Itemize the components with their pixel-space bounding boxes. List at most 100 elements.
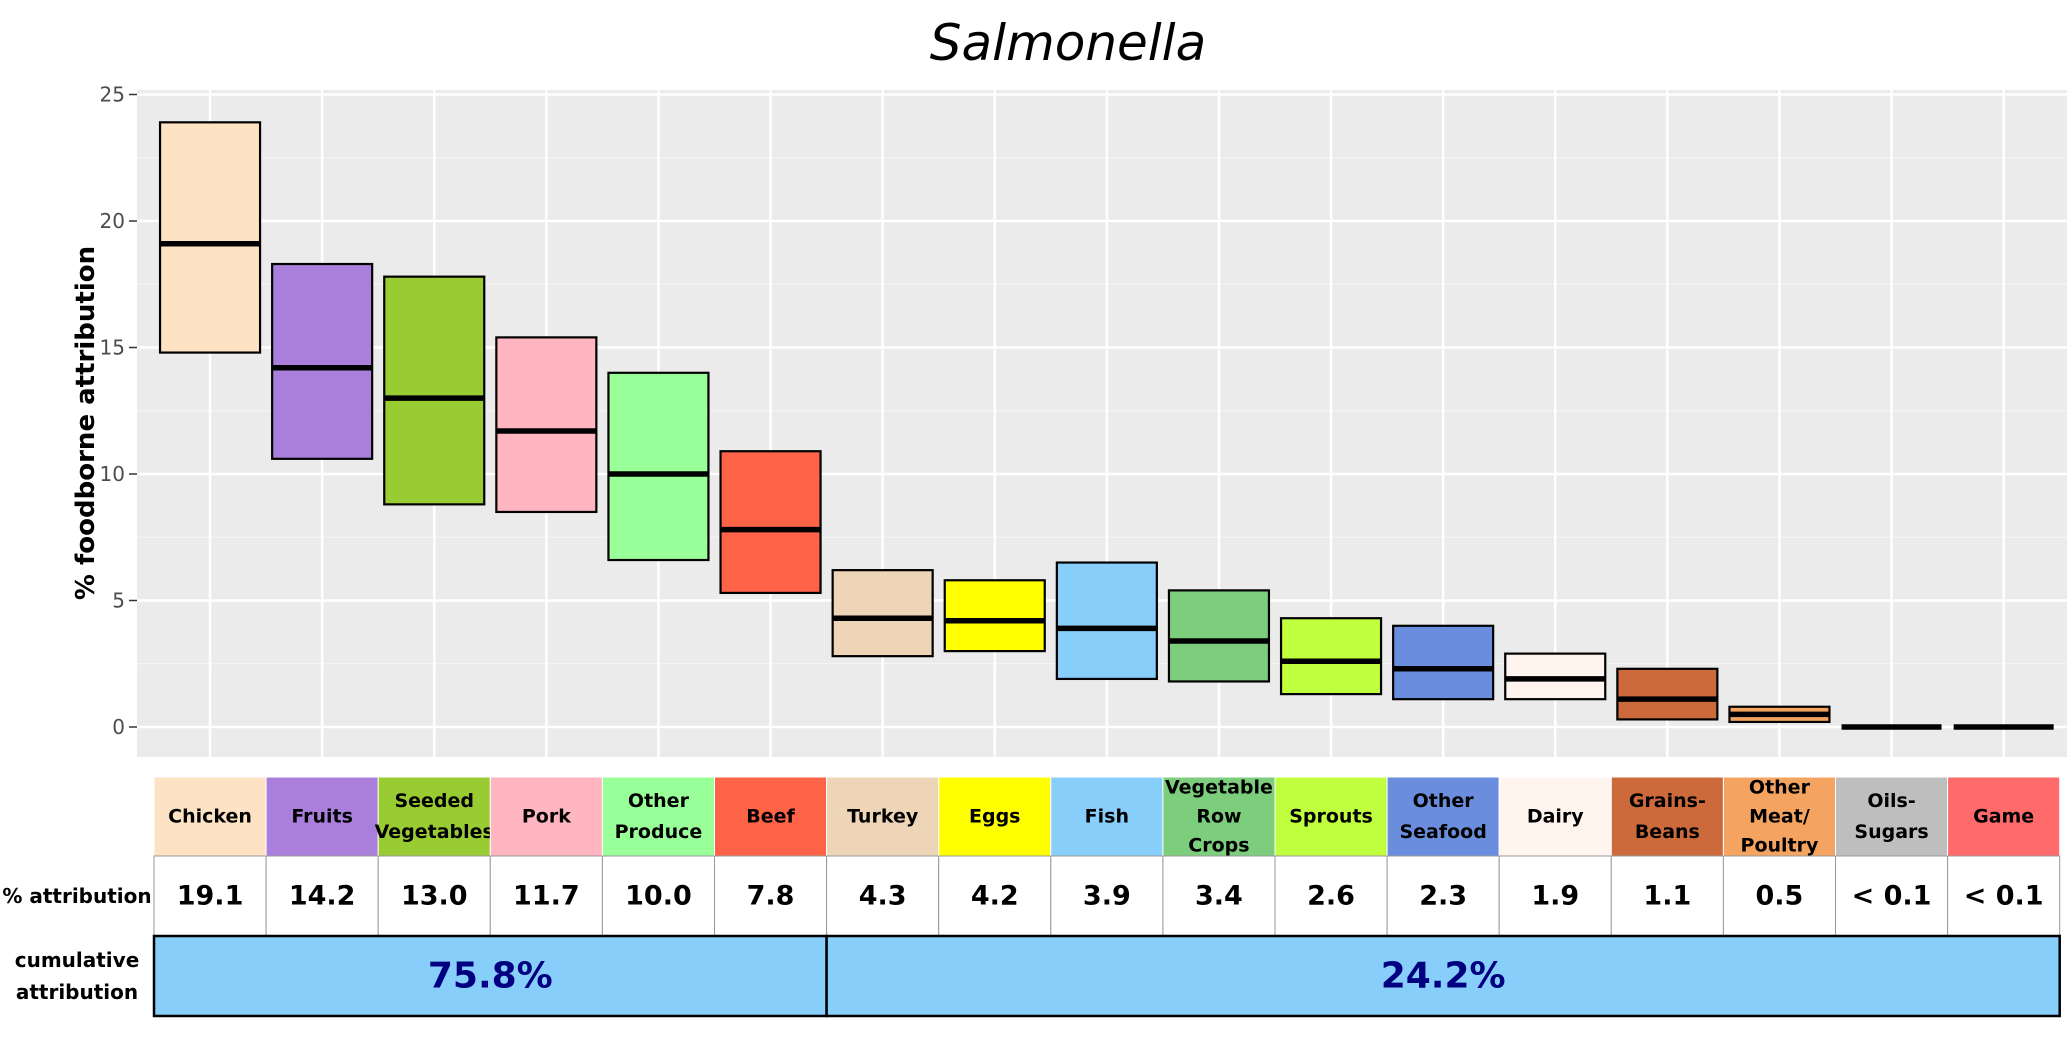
header-cell-bg bbox=[1050, 776, 1164, 857]
header-cell-bg bbox=[1274, 776, 1388, 857]
header-cell-fruits: Fruits bbox=[265, 776, 379, 857]
header-cell-other-meat-poultry: Other Meat/Poultry bbox=[1722, 776, 1837, 857]
box-sprouts bbox=[1279, 617, 1383, 696]
attribution-value: 14.2 bbox=[289, 881, 356, 912]
category-label: Beans bbox=[1635, 821, 1700, 843]
attribution-cell-seeded-vegetables: 13.0 bbox=[377, 855, 491, 937]
attribution-cell-bg bbox=[601, 855, 716, 937]
header-cell-bg bbox=[714, 776, 828, 857]
attribution-value: 10.0 bbox=[625, 881, 692, 912]
y-axis-label: % foodborne attribution bbox=[71, 246, 101, 600]
attribution-value: < 0.1 bbox=[1964, 881, 2044, 912]
attribution-value: 2.3 bbox=[1419, 881, 1467, 912]
box-rect-chicken bbox=[158, 121, 262, 354]
attribution-value: 11.7 bbox=[513, 881, 580, 912]
attribution-table: Chicken 19.1 Fruits 14.2 Seeded Vegetables 13.… bbox=[2, 776, 2061, 1018]
header-cell-bg bbox=[1835, 776, 1949, 857]
y-tick-label: 20 bbox=[100, 209, 125, 233]
attribution-cell-bg bbox=[1835, 855, 1949, 937]
box-rect-other-seafood bbox=[1392, 624, 1495, 701]
header-cell-bg bbox=[1610, 776, 1724, 857]
category-label: Fish bbox=[1085, 806, 1129, 828]
attribution-cell-beef: 7.8 bbox=[714, 855, 828, 937]
header-cell-chicken: Chicken bbox=[153, 776, 267, 857]
header-cell-other-produce: Other Produce bbox=[601, 776, 716, 857]
attribution-cell-dairy: 1.9 bbox=[1498, 855, 1612, 937]
box-turkey bbox=[831, 569, 934, 658]
attribution-cell-other-meat-poultry: 0.5 bbox=[1722, 855, 1837, 937]
attribution-cell-bg bbox=[265, 855, 379, 937]
category-label: Row bbox=[1196, 806, 1241, 828]
header-cell-oils-sugars: Oils- Sugars bbox=[1835, 776, 1949, 857]
category-label: Other bbox=[628, 790, 690, 812]
box-rect-turkey bbox=[831, 569, 934, 658]
category-label: Meat/ bbox=[1749, 806, 1810, 828]
cumulative-value: 24.2% bbox=[1381, 956, 1506, 997]
category-label: Chicken bbox=[168, 806, 252, 828]
attribution-cell-turkey: 4.3 bbox=[826, 855, 940, 937]
header-cell-bg bbox=[1947, 776, 2061, 857]
attribution-value: 7.8 bbox=[747, 881, 795, 912]
box-eggs bbox=[943, 579, 1046, 653]
attribution-row-label: % attribution bbox=[2, 884, 151, 908]
attribution-cell-pork: 11.7 bbox=[489, 855, 603, 937]
cumulative-row-label-line: cumulative bbox=[15, 948, 140, 972]
attribution-cell-game: < 0.1 bbox=[1947, 855, 2061, 937]
header-cell-dairy: Dairy bbox=[1498, 776, 1612, 857]
attribution-cell-eggs: 4.2 bbox=[938, 855, 1052, 937]
header-cell-bg bbox=[153, 776, 267, 857]
header-cell-bg bbox=[1498, 776, 1612, 857]
category-label: Other bbox=[1749, 777, 1811, 799]
box-beef bbox=[719, 450, 822, 595]
attribution-value: < 0.1 bbox=[1852, 881, 1932, 912]
category-label: Beef bbox=[746, 806, 795, 828]
cumulative-row-label: cumulative attribution bbox=[15, 948, 140, 1004]
attribution-value: 1.1 bbox=[1643, 881, 1691, 912]
category-label: Poultry bbox=[1741, 835, 1819, 857]
box-rect-other-produce bbox=[607, 371, 710, 562]
category-label: Seeded bbox=[394, 790, 474, 812]
attribution-value: 13.0 bbox=[401, 881, 468, 912]
y-tick-label: 10 bbox=[100, 462, 125, 486]
attribution-value: 4.3 bbox=[859, 881, 907, 912]
header-cell-bg bbox=[377, 776, 491, 857]
attribution-cell-bg bbox=[153, 855, 267, 937]
attribution-cell-grains-beans: 1.1 bbox=[1610, 855, 1724, 937]
box-fruits bbox=[271, 262, 374, 460]
attribution-cell-bg bbox=[1050, 855, 1164, 937]
attribution-cell-chicken: 19.1 bbox=[153, 855, 267, 937]
attribution-cell-bg bbox=[1722, 855, 1837, 937]
header-cell-sprouts: Sprouts bbox=[1274, 776, 1388, 857]
attribution-cell-bg bbox=[1498, 855, 1612, 937]
y-tick-label: 25 bbox=[100, 83, 125, 107]
header-cell-game: Game bbox=[1947, 776, 2061, 857]
attribution-cell-bg bbox=[1274, 855, 1388, 937]
attribution-cell-oils-sugars: < 0.1 bbox=[1835, 855, 1949, 937]
cumulative-row-label-line: attribution bbox=[16, 980, 138, 1004]
header-cell-fish: Fish bbox=[1050, 776, 1164, 857]
cumulative-group-2: 24.2% bbox=[825, 934, 2061, 1018]
attribution-value: 19.1 bbox=[177, 881, 244, 912]
category-label: Other bbox=[1413, 790, 1475, 812]
cumulative-value: 75.8% bbox=[428, 956, 553, 997]
box-dairy bbox=[1504, 652, 1607, 701]
box-rect-sprouts bbox=[1279, 617, 1383, 696]
attribution-cell-bg bbox=[826, 855, 940, 937]
box-layer bbox=[158, 121, 2054, 730]
category-label: Sugars bbox=[1854, 821, 1928, 843]
category-label: Seafood bbox=[1399, 821, 1486, 843]
cumulative-group-1: 75.8% bbox=[152, 934, 828, 1018]
attribution-cell-other-produce: 10.0 bbox=[601, 855, 716, 937]
category-label: Fruits bbox=[291, 806, 353, 828]
header-cell-beef: Beef bbox=[714, 776, 828, 857]
header-cell-pork: Pork bbox=[489, 776, 603, 857]
attribution-cell-other-seafood: 2.3 bbox=[1386, 855, 1500, 937]
attribution-value: 3.4 bbox=[1195, 881, 1243, 912]
box-other-produce bbox=[607, 371, 710, 562]
category-label: Game bbox=[1973, 806, 2034, 828]
box-rect-fruits bbox=[271, 262, 374, 460]
header-cell-seeded-vegetables: Seeded Vegetables bbox=[375, 776, 494, 857]
box-chicken bbox=[158, 121, 262, 354]
box-fish bbox=[1055, 561, 1158, 681]
